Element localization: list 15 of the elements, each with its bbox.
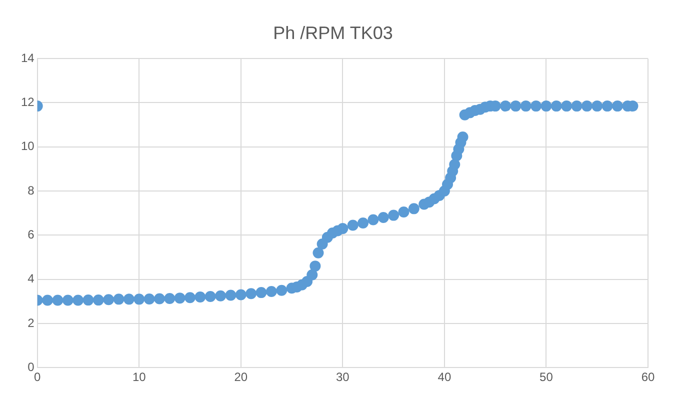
y-tick-label: 0 [28,360,35,374]
x-tick-label: 40 [438,370,452,384]
y-tick-label: 12 [20,95,35,110]
x-tick-label: 50 [540,370,554,384]
x-tick-label: 30 [336,370,350,384]
y-tick-label: 8 [28,183,35,198]
x-tick-label: 20 [234,370,248,384]
y-tick-label: 10 [20,139,35,154]
y-tick-label: 4 [28,272,35,286]
y-tick-label: 2 [28,316,35,330]
y-tick-label: 6 [28,227,35,242]
x-tick-label: 10 [132,370,146,384]
x-tick-label: 60 [641,370,655,384]
y-tick-label: 14 [20,50,35,65]
chart-title: Ph /RPM TK03 [273,22,393,43]
